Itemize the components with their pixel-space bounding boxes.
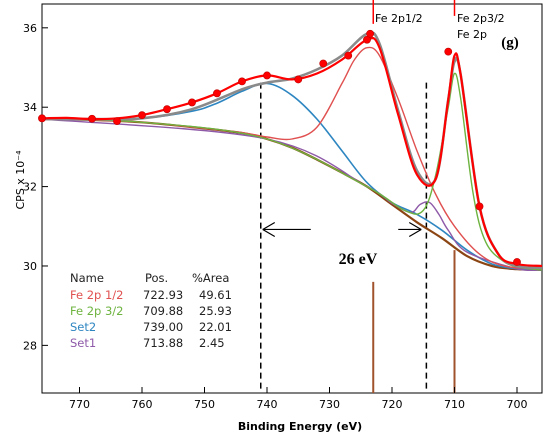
data-point-marker — [238, 77, 246, 86]
peak-label-fe2p12: Fe 2p1/2 — [375, 12, 423, 25]
legend-name-set1: Set1 — [70, 336, 96, 350]
legend-header-pos: Pos. — [145, 271, 168, 285]
data-point-marker — [475, 202, 484, 211]
x-tick-label: 710 — [444, 398, 465, 411]
y-tick-label: 28 — [23, 339, 37, 352]
legend-area-fe2p32: 25.93 — [199, 304, 232, 318]
series-set1 — [41, 118, 543, 272]
data-point-marker — [213, 89, 221, 98]
axis-ticks: 770 760 750 740 730 720 710 700 28 30 32 34 36 — [23, 22, 528, 411]
legend-pos-fe2p32: 709.88 — [143, 304, 183, 318]
data-markers — [38, 29, 521, 266]
data-point-marker — [188, 98, 196, 107]
legend-header-area: %Area — [192, 271, 229, 285]
x-tick-label: 720 — [382, 398, 403, 411]
x-tick-label: 750 — [194, 398, 215, 411]
background-curve — [41, 118, 543, 271]
data-point-marker — [344, 51, 353, 60]
data-point-marker — [444, 47, 453, 56]
legend-pos-set2: 739.00 — [143, 320, 183, 334]
plot-area-border — [41, 3, 543, 394]
series-layer — [41, 31, 543, 272]
data-point-marker — [138, 111, 146, 120]
y-tick-label: 36 — [23, 22, 37, 35]
data-point-marker — [363, 35, 371, 44]
data-point-marker — [513, 258, 521, 266]
x-tick-label: 740 — [257, 398, 278, 411]
y-tick-label: 32 — [23, 181, 37, 194]
y-tick-label: 30 — [23, 260, 37, 273]
legend-area-set2: 22.01 — [199, 320, 232, 334]
x-tick-label: 770 — [69, 398, 90, 411]
data-point-marker — [319, 59, 328, 68]
y-tick-label: 34 — [23, 101, 37, 114]
energy-gap-label: 26 eV — [339, 251, 378, 268]
peak-label-fe2p32: Fe 2p3/2 — [457, 12, 505, 25]
legend-name-fe2p12: Fe 2p 1/2 — [70, 288, 124, 302]
text-layer: Binding Energy (eV) CPS x 10⁻⁴ (g) Fe 2p… — [14, 12, 519, 433]
peak-label-fe2p: Fe 2p — [457, 28, 487, 41]
gap-arrowhead-right — [408, 221, 422, 237]
legend-pos-set1: 713.88 — [143, 336, 183, 350]
y-axis-label: CPS x 10⁻⁴ — [14, 150, 27, 210]
data-point-marker — [263, 71, 271, 80]
plot-frame — [41, 3, 543, 394]
data-point-marker — [88, 114, 96, 123]
legend-area-fe2p12: 49.61 — [199, 288, 232, 302]
x-tick-label: 700 — [507, 398, 528, 411]
series-fe2p12 — [41, 46, 543, 270]
panel-label: (g) — [501, 35, 519, 51]
data-point-marker — [38, 114, 46, 123]
x-tick-label: 730 — [319, 398, 340, 411]
data-point-marker — [163, 105, 171, 114]
data-point-marker — [294, 75, 303, 84]
legend-header-name: Name — [70, 271, 104, 285]
series-set2 — [41, 82, 543, 271]
legend: Name Pos. %Area Fe 2p 1/2 722.93 49.61 F… — [70, 271, 232, 350]
x-axis-label: Binding Energy (eV) — [238, 420, 362, 433]
legend-area-set1: 2.45 — [199, 336, 225, 350]
legend-name-fe2p32: Fe 2p 3/2 — [70, 304, 124, 318]
data-point-marker — [113, 117, 121, 125]
legend-name-set2: Set2 — [70, 320, 96, 334]
x-tick-label: 760 — [132, 398, 153, 411]
guide-lines — [260, 0, 456, 393]
data-point-marker — [366, 29, 375, 38]
series-fe2p32 — [41, 72, 543, 271]
gap-arrowhead-left — [262, 221, 276, 237]
legend-pos-fe2p12: 722.93 — [143, 288, 183, 302]
